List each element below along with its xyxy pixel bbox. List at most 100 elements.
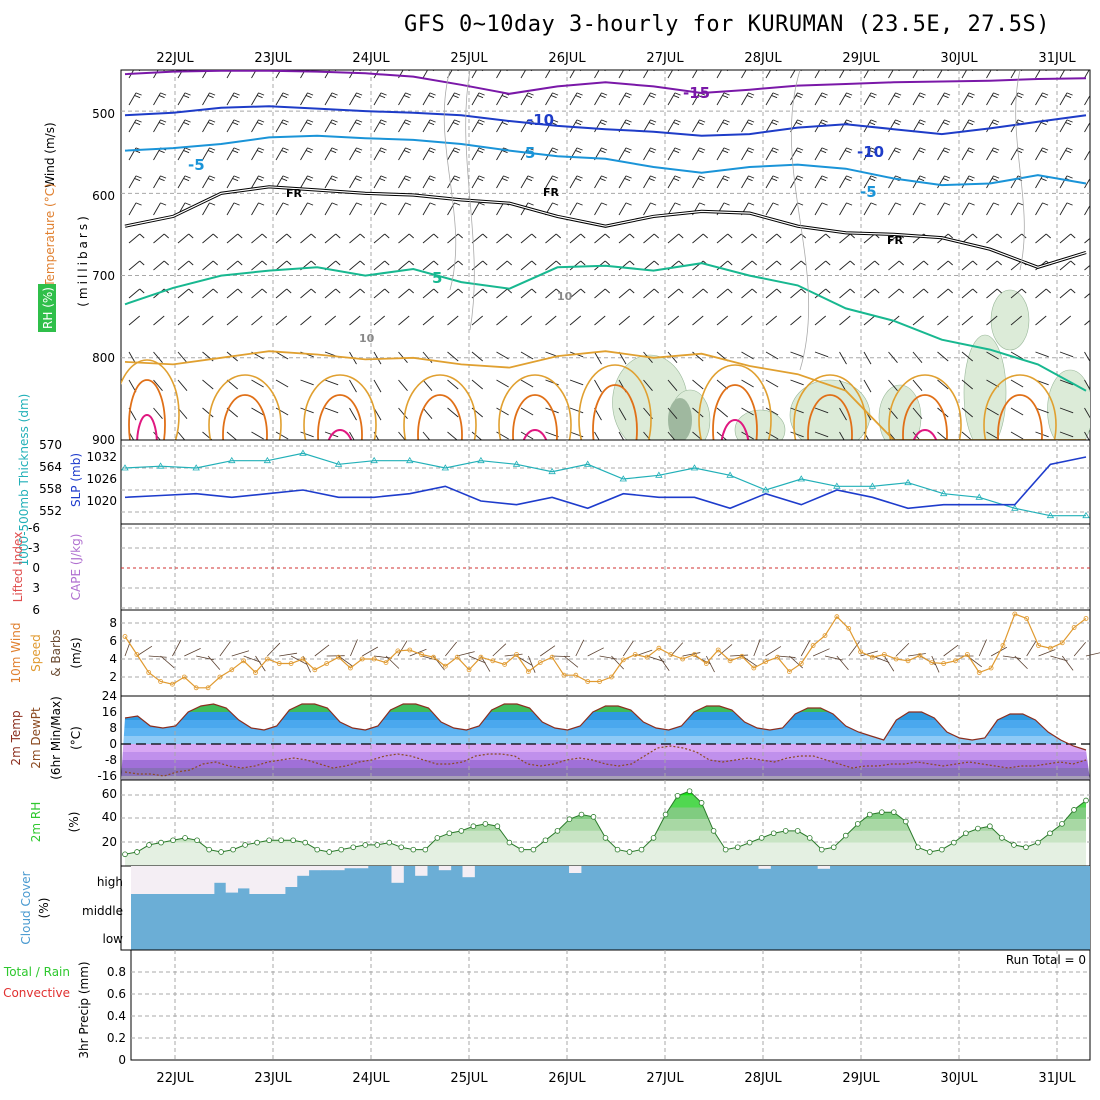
- wind-barb-384: [716, 315, 729, 326]
- wind-barb-500: [618, 407, 627, 421]
- wind-marker-35: [537, 660, 543, 665]
- barb-flag: [1092, 93, 1098, 95]
- barb-staff: [398, 315, 410, 326]
- barb-staff: [128, 92, 137, 106]
- barb-flag: [331, 147, 338, 151]
- barb-flag: [626, 66, 632, 68]
- surface-barb-29: [468, 655, 486, 664]
- barb-staff: [618, 315, 631, 326]
- barb-flag-2: [428, 122, 435, 126]
- barb-flag-2: [553, 70, 557, 72]
- barb-flag: [527, 175, 534, 179]
- barb-flag-2: [330, 95, 337, 99]
- barb-flag: [433, 233, 439, 239]
- barb-flag-2: [1040, 178, 1047, 182]
- barb-staff: [790, 147, 798, 161]
- wind-marker-66: [905, 658, 911, 664]
- barb-staff: [986, 260, 998, 271]
- wind-barb-294: [471, 260, 488, 271]
- wind-barb-207: [300, 202, 314, 216]
- barb-flag: [478, 175, 485, 179]
- barb-staff: [520, 315, 533, 326]
- wind-barb-237: [1035, 202, 1049, 216]
- barb-flag: [405, 147, 412, 151]
- wind-barb-386: [765, 315, 778, 326]
- barb-flag-2: [379, 95, 386, 99]
- barb-staff: [1035, 175, 1043, 189]
- barb-staff: [888, 70, 894, 79]
- wind-barb-279: [1084, 237, 1090, 244]
- barb-flag-2: [697, 150, 704, 154]
- barb-flag-2: [746, 178, 753, 182]
- barb-staff: [863, 315, 876, 326]
- barb-flag: [307, 147, 314, 151]
- bottom-date-0: 22JUL: [156, 1071, 194, 1086]
- rh-marker-13: [278, 837, 284, 844]
- barb-flag-2: [330, 178, 337, 182]
- isotherm-label-8: FR: [887, 234, 904, 247]
- wind-barb-360: [128, 315, 141, 326]
- barb-staff: [177, 431, 186, 440]
- barb-flag: [135, 92, 142, 96]
- rh-shade-2: [734, 409, 786, 440]
- wind-barb-264: [716, 233, 733, 244]
- bottom-date-3: 25JUL: [450, 1071, 488, 1086]
- barb-flag: [1095, 289, 1099, 293]
- wind-barb-251: [398, 233, 414, 244]
- barb-flag: [825, 260, 831, 266]
- barb-staff: [496, 260, 508, 271]
- surface-barb-staff: [575, 639, 585, 657]
- surface-barb-staff: [172, 639, 182, 657]
- barb-staff: [496, 175, 504, 189]
- barb-flag: [968, 175, 975, 179]
- surface-barb-18: [338, 655, 354, 667]
- wind-barb-22: [667, 70, 680, 79]
- surface-barb-staff: [350, 639, 358, 657]
- wind-barb-398: [1059, 315, 1072, 326]
- rh-marker-7: [206, 846, 212, 853]
- wind-marker-17: [324, 661, 330, 666]
- barb-staff: [275, 431, 289, 440]
- barb-flag: [552, 202, 559, 206]
- rh-marker-41: [614, 846, 621, 853]
- barb-flag-2: [746, 122, 753, 126]
- wind-barb-519: [1084, 407, 1090, 419]
- upper-wind-barbs: [128, 66, 1099, 440]
- wind-label-speed: Speed: [29, 634, 43, 672]
- barb-staff: [545, 288, 557, 299]
- barb-flag: [650, 119, 657, 123]
- barb-staff: [618, 260, 631, 271]
- rh-marker-17: [326, 849, 333, 855]
- barb-flag: [825, 233, 831, 239]
- barb-staff: [863, 92, 872, 106]
- barb-flag: [993, 202, 1000, 206]
- wind-barb-26: [765, 70, 778, 79]
- barb-staff: [912, 379, 923, 392]
- wind-marker-28: [454, 654, 460, 660]
- barb-flag: [772, 147, 779, 151]
- barb-flag: [261, 233, 267, 239]
- slp-panel-frame: [120, 439, 1091, 525]
- rh-marker-69: [951, 839, 957, 846]
- barb-staff: [986, 431, 999, 440]
- surface-barb-75: [1014, 655, 1028, 670]
- barb-staff: [153, 315, 165, 326]
- barb-flag: [331, 202, 338, 206]
- high-cloud-gap-22: [391, 866, 404, 883]
- barb-flag: [356, 147, 363, 151]
- wind-marker-53: [751, 665, 757, 671]
- surface-barb-80: [1073, 641, 1087, 657]
- barb-staff: [128, 119, 137, 133]
- barb-staff: [986, 175, 994, 189]
- surface-barb-staff: [777, 655, 796, 658]
- barb-flag-2: [232, 178, 239, 182]
- wind-barb-170: [373, 175, 387, 189]
- barb-staff: [226, 119, 235, 133]
- upper-label-millibars: (millibars): [76, 213, 90, 307]
- barb-flag-2: [599, 150, 606, 154]
- barb-staff: [398, 431, 406, 440]
- temperature-bands: [121, 704, 1090, 780]
- bottom-date-7: 29JUL: [842, 1071, 880, 1086]
- wind-barb-492: [422, 407, 433, 420]
- barb-staff: [398, 175, 406, 189]
